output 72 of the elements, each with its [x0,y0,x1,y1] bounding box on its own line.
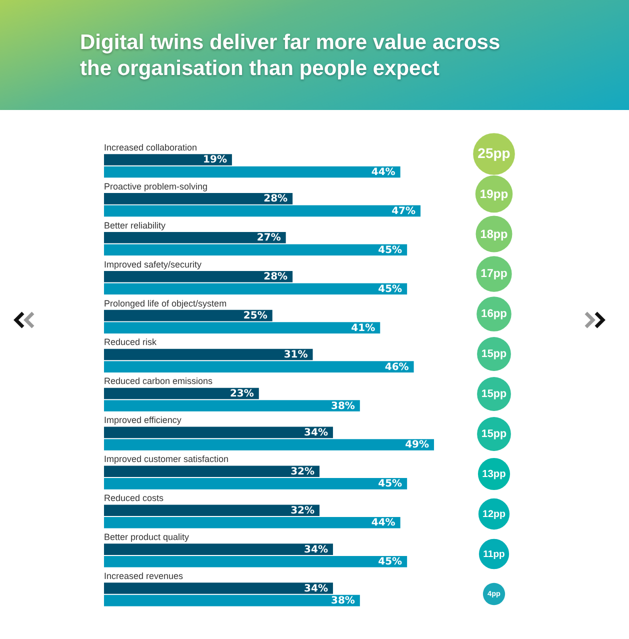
y-tick-label: Better reliability [104,220,166,230]
data-label: 44% [371,166,396,178]
bar [104,244,408,256]
text: 15pp [481,388,508,400]
y-tick-label: Improved safety/security [104,259,202,270]
data-label: 32% [290,466,315,478]
bar [104,504,320,516]
data-label: 28% [264,272,288,283]
data-label: 46% [384,362,409,373]
data-label: 47% [392,206,416,217]
data-label: 23% [230,388,254,400]
bar [104,439,434,450]
bar [104,556,408,568]
data-label: 45% [378,284,402,295]
text: 25pp [478,145,510,161]
data-label: 32% [290,505,315,516]
y-tick-label: Increased collaboration [104,142,198,152]
bar [104,516,400,528]
bar [104,154,232,166]
bar [104,426,333,438]
text: 13pp [482,469,506,480]
text: 17pp [480,268,508,280]
bar [104,270,293,282]
bar [104,232,286,244]
data-label: 34% [304,583,328,594]
data-label: 45% [378,478,402,490]
bar [104,388,259,400]
y-tick-label: Better product quality [104,532,190,542]
y-tick-label: Reduced risk [104,337,158,348]
text: 16pp [481,308,508,320]
text: 12pp [482,509,506,520]
y-tick-label: Improved efficiency [104,415,182,426]
bar [104,400,360,412]
data-label: 49% [405,440,429,451]
data-label: 25% [243,310,268,322]
bar [104,544,333,555]
bar [104,193,293,204]
text: 19pp [480,187,508,201]
text: 15pp [481,348,508,360]
data-label: 27% [256,232,281,244]
chart-title: Digital twins deliver far more value across the organisation than people expect [80,30,502,82]
bar [104,348,313,360]
bar [104,310,272,322]
data-label: 19% [203,154,227,166]
y-tick-label: Increased revenues [104,571,184,582]
bar [104,478,408,490]
data-label: 45% [378,556,402,568]
bar [104,466,320,478]
data-label: 41% [351,322,376,334]
y-tick-label: Proactive problem-solving [104,181,208,192]
y-tick-label: Reduced carbon emissions [104,376,214,386]
data-label: 34% [304,427,328,438]
text: 15pp [481,428,508,440]
bar [104,582,333,594]
text: 11pp [483,549,506,560]
bar [104,361,414,372]
y-tick-label: Prolonged life of object/system [104,298,227,308]
data-label: 44% [371,518,396,529]
y-tick-label: Improved customer satisfaction [104,454,229,464]
data-label: 34% [304,544,328,556]
bar [104,166,400,178]
bar [104,322,380,334]
y-tick-label: Reduced costs [104,493,164,504]
data-label: 45% [378,244,402,256]
data-label: 31% [284,350,308,361]
data-label: 38% [330,400,355,412]
data-label: 38% [330,596,355,607]
data-label: 28% [264,194,288,205]
bar [104,594,360,606]
bar [104,205,421,217]
text: 18pp [480,228,508,241]
bar [104,283,408,295]
